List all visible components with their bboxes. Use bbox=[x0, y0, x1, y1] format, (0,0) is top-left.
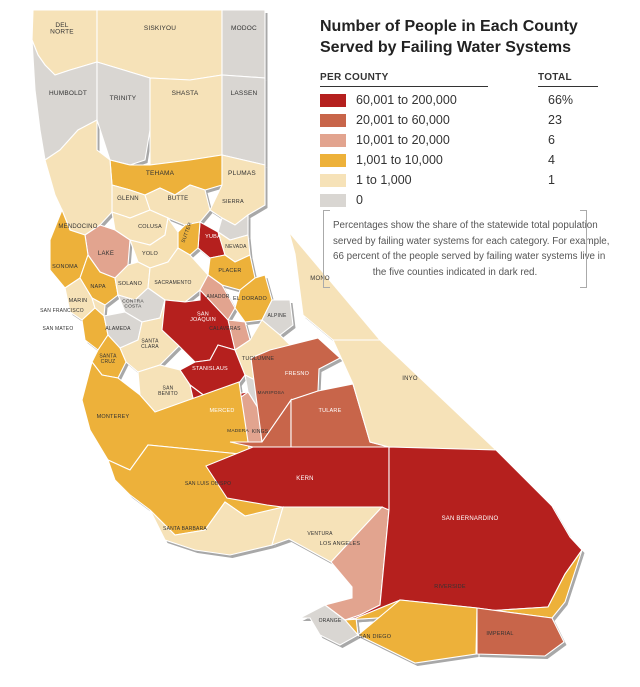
svg-text:SOLANO: SOLANO bbox=[118, 281, 143, 287]
svg-text:KERN: KERN bbox=[296, 476, 313, 482]
svg-text:TEHAMA: TEHAMA bbox=[146, 170, 175, 177]
svg-text:LAKE: LAKE bbox=[98, 251, 114, 257]
svg-text:LASSEN: LASSEN bbox=[231, 90, 258, 97]
svg-text:AMADOR: AMADOR bbox=[206, 294, 229, 300]
svg-text:LOS ANGELES: LOS ANGELES bbox=[320, 541, 361, 547]
svg-text:ALPINE: ALPINE bbox=[268, 313, 287, 319]
svg-text:MENDOCINO: MENDOCINO bbox=[58, 224, 97, 230]
svg-text:SAN FRANCISCO: SAN FRANCISCO bbox=[40, 308, 84, 314]
svg-text:KINGS: KINGS bbox=[252, 429, 269, 435]
svg-text:TULARE: TULARE bbox=[319, 408, 342, 414]
svg-text:SHASTA: SHASTA bbox=[172, 90, 199, 97]
svg-text:VENTURA: VENTURA bbox=[307, 531, 333, 537]
svg-text:PLACER: PLACER bbox=[218, 268, 241, 274]
svg-text:FRESNO: FRESNO bbox=[285, 371, 310, 377]
svg-text:INYO: INYO bbox=[402, 376, 418, 382]
svg-text:STANISLAUS: STANISLAUS bbox=[192, 366, 228, 372]
svg-text:NAPA: NAPA bbox=[90, 284, 106, 290]
svg-text:SIERRA: SIERRA bbox=[222, 199, 244, 205]
svg-text:TUOLUMNE: TUOLUMNE bbox=[242, 356, 275, 362]
svg-text:YUBA: YUBA bbox=[205, 234, 221, 240]
svg-text:ORANGE: ORANGE bbox=[319, 618, 342, 624]
svg-text:HUMBOLDT: HUMBOLDT bbox=[49, 90, 87, 97]
svg-text:GLENN: GLENN bbox=[117, 196, 139, 202]
svg-text:SAN MATEO: SAN MATEO bbox=[43, 326, 74, 332]
svg-text:EL DORADO: EL DORADO bbox=[233, 296, 268, 302]
svg-text:SISKIYOU: SISKIYOU bbox=[144, 25, 176, 32]
svg-text:MADERA: MADERA bbox=[227, 428, 249, 434]
svg-text:BUTTE: BUTTE bbox=[168, 196, 189, 202]
svg-text:NEVADA: NEVADA bbox=[225, 244, 247, 250]
svg-text:MERCED: MERCED bbox=[209, 408, 234, 414]
svg-text:CALAVERAS: CALAVERAS bbox=[209, 326, 241, 332]
svg-text:SANTA BARBARA: SANTA BARBARA bbox=[163, 526, 207, 532]
svg-text:RIVERSIDE: RIVERSIDE bbox=[434, 584, 466, 590]
svg-text:MODOC: MODOC bbox=[231, 25, 257, 32]
svg-text:MARIN: MARIN bbox=[69, 298, 88, 304]
svg-text:IMPERIAL: IMPERIAL bbox=[486, 631, 513, 637]
svg-text:SACRAMENTO: SACRAMENTO bbox=[154, 280, 191, 286]
svg-text:YOLO: YOLO bbox=[142, 251, 159, 257]
svg-text:ALAMEDA: ALAMEDA bbox=[105, 326, 131, 332]
svg-text:SAN LUIS OBISPO: SAN LUIS OBISPO bbox=[185, 481, 231, 487]
svg-text:MARIPOSA: MARIPOSA bbox=[258, 390, 286, 396]
svg-text:COLUSA: COLUSA bbox=[138, 224, 162, 230]
svg-text:PLUMAS: PLUMAS bbox=[228, 170, 256, 177]
svg-text:SAN DIEGO: SAN DIEGO bbox=[359, 634, 392, 640]
svg-text:MONTEREY: MONTEREY bbox=[97, 414, 130, 420]
svg-text:TRINITY: TRINITY bbox=[110, 95, 137, 102]
svg-text:SAN BERNARDINO: SAN BERNARDINO bbox=[442, 516, 499, 522]
svg-text:SONOMA: SONOMA bbox=[52, 264, 78, 270]
